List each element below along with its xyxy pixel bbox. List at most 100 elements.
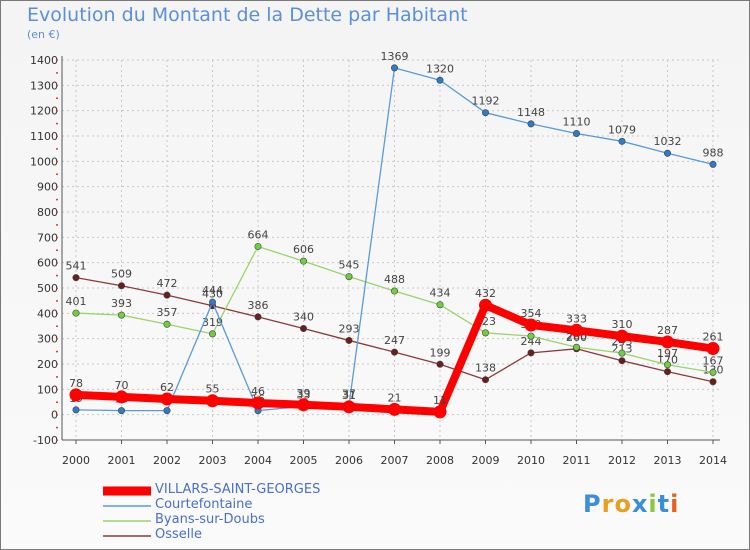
data-label: 430 [202, 288, 223, 301]
y-tick-label: 300 [37, 333, 58, 346]
data-label: 401 [66, 295, 87, 308]
data-label: 1369 [381, 50, 409, 63]
data-label: 319 [202, 316, 223, 329]
y-minor-tick [56, 160, 58, 163]
logo-letter: x [631, 490, 649, 518]
data-label: 21 [388, 391, 402, 404]
data-label: 39 [297, 387, 311, 400]
data-label: 1079 [608, 123, 636, 136]
data-label: 1192 [472, 95, 500, 108]
data-point [479, 298, 492, 312]
y-tick-label: 900 [37, 181, 58, 194]
data-point [436, 76, 444, 84]
data-point [709, 368, 717, 376]
y-minor-tick [56, 338, 58, 340]
data-label: 247 [384, 334, 405, 347]
legend-label: VILLARS-SAINT-GEORGES [155, 482, 321, 497]
data-label: 1320 [426, 62, 454, 75]
y-minor-tick [56, 426, 58, 429]
data-label: 11 [433, 394, 447, 407]
data-label: 46 [251, 385, 265, 398]
legend-item: VILLARS-SAINT-GEORGES [103, 482, 363, 498]
logo-letter: P [583, 490, 602, 518]
data-label: 354 [521, 307, 542, 320]
data-label: 167 [703, 354, 724, 367]
legend-item: Courtefontaine [103, 497, 363, 513]
data-label: 1110 [563, 115, 591, 128]
data-point [615, 329, 629, 343]
chart-title: Evolution du Montant de la Dette par Hab… [27, 4, 468, 26]
legend-item: Osselle [103, 527, 363, 543]
data-point [709, 378, 717, 386]
data-point [433, 405, 447, 419]
y-minor-tick [56, 97, 58, 99]
y-minor-tick [56, 249, 58, 251]
data-point [390, 287, 398, 295]
data-point [160, 392, 174, 406]
x-tick-label: 2004 [244, 454, 272, 467]
y-minor-tick [56, 363, 58, 365]
data-label: 541 [66, 260, 87, 273]
y-minor-tick [56, 135, 58, 137]
data-point [209, 330, 217, 338]
data-point [572, 343, 580, 351]
data-point [342, 400, 356, 414]
data-point [481, 376, 489, 384]
x-tick-label: 2009 [472, 454, 500, 467]
x-tick-label: 2001 [108, 454, 136, 467]
y-minor-tick [56, 262, 58, 264]
data-label: 1032 [654, 135, 682, 148]
data-point [572, 129, 580, 137]
y-tick-label: 1300 [30, 79, 58, 92]
data-label: 393 [111, 297, 132, 310]
data-point [527, 332, 535, 340]
x-tick-label: 2002 [153, 454, 181, 467]
y-tick-label: 800 [37, 206, 58, 219]
data-label: 62 [160, 381, 174, 394]
data-point [481, 329, 489, 337]
data-label: 293 [339, 322, 360, 335]
logo-letter: i [648, 490, 658, 518]
data-point [390, 64, 398, 72]
data-label: 664 [248, 228, 269, 241]
y-minor-tick [56, 401, 58, 403]
y-minor-tick [56, 72, 58, 74]
y-minor-tick [56, 122, 58, 125]
data-label: 988 [703, 146, 724, 159]
data-label: 78 [69, 377, 83, 390]
legend-swatch-byans [103, 520, 151, 522]
data-point [251, 396, 265, 410]
data-point [209, 298, 217, 306]
y-tick-label: 1400 [30, 54, 58, 67]
data-label: 434 [430, 287, 451, 300]
y-tick-label: 1200 [30, 105, 58, 118]
y-minor-tick [56, 376, 58, 378]
y-tick-label: -100 [33, 434, 58, 447]
data-label: 386 [248, 299, 269, 312]
data-label: 509 [111, 268, 132, 281]
y-minor-tick [56, 59, 58, 61]
data-label: 70 [115, 379, 129, 392]
y-tick-label: 100 [37, 383, 58, 396]
data-point [345, 273, 353, 281]
y-tick-label: 200 [37, 358, 58, 371]
data-point [118, 407, 126, 415]
data-point [72, 406, 80, 414]
data-point [69, 388, 83, 402]
y-tick-label: 1100 [30, 130, 58, 143]
y-minor-tick [56, 312, 58, 315]
data-point [72, 309, 80, 317]
data-label: 310 [612, 318, 633, 331]
y-minor-tick [56, 211, 58, 213]
data-point [345, 336, 353, 344]
y-minor-tick [56, 325, 58, 327]
x-tick-label: 2008 [426, 454, 454, 467]
data-point [163, 407, 171, 415]
y-tick-label: 600 [37, 257, 58, 270]
x-tick-label: 2012 [608, 454, 636, 467]
data-label: 545 [339, 259, 360, 272]
data-label: 33 [297, 388, 311, 401]
x-tick-label: 2005 [290, 454, 318, 467]
proxiti-logo: Proxiti [583, 490, 679, 518]
